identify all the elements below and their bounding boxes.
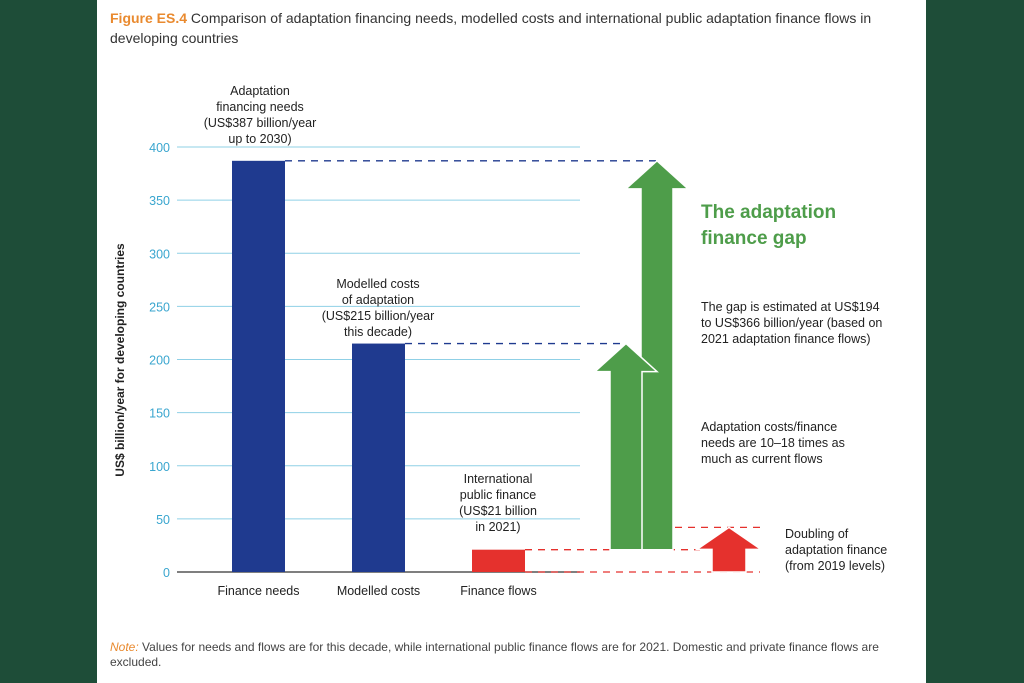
annotation-line: (from 2019 levels) [785, 559, 886, 573]
annotation-line: Modelled costs [336, 277, 420, 291]
doubling-text: Doubling of adaptation finance (from 2019 … [785, 526, 887, 574]
annotation-line: up to 2030) [228, 132, 292, 146]
annotation-line: financing needs [216, 100, 304, 114]
annotation-line: adaptation finance [785, 543, 888, 557]
bar-modelled-costs [352, 343, 405, 572]
figure-title: Figure ES.4 Comparison of adaptation fin… [110, 8, 910, 48]
annotation-line: finance gap [701, 228, 807, 249]
annotation-line: 2021 adaptation finance flows) [701, 332, 871, 346]
annotation-line: much as current flows [701, 452, 823, 466]
annotation-line: to US$366 billion/year (based on [701, 316, 883, 330]
annotation-line: International [463, 472, 533, 486]
x-tick-label: Finance flows [460, 584, 536, 598]
y-tick-label: 150 [149, 407, 170, 421]
annotation-line: The gap is estimated at US$194 [701, 300, 880, 314]
figure-title-text: Comparison of adaptation financing needs… [110, 10, 872, 46]
gap-estimate-text: The gap is estimated at US$194 to US$366 … [701, 299, 882, 347]
bar-label-finance-flows: International public finance (US$21 billio… [433, 471, 563, 535]
annotation-line: The adaptation [701, 202, 837, 223]
annotation-line: (US$215 billion/year [321, 309, 435, 323]
gap-arrow-costs [593, 342, 659, 551]
bar-label-modelled-costs: Modelled costs of adaptation (US$215 billi… [313, 276, 443, 340]
bar-finance-flows [472, 549, 525, 572]
annotation-line: Doubling of [785, 527, 849, 541]
ratio-text: Adaptation costs/finance needs are 10–18 … [701, 419, 845, 467]
annotation-line: (US$387 billion/year [203, 116, 317, 130]
x-tick-label: Finance needs [217, 584, 299, 598]
y-tick-label: 400 [149, 141, 170, 155]
y-tick-label: 300 [149, 247, 170, 261]
note-label: Note: [110, 640, 139, 654]
gap-title: The adaptation finance gap [701, 200, 836, 252]
doubling-arrow [694, 526, 764, 573]
y-tick-label: 350 [149, 194, 170, 208]
bar-label-finance-needs: Adaptation financing needs (US$387 billion… [195, 83, 325, 147]
annotation-line: this decade) [343, 325, 413, 339]
y-tick-label: 50 [156, 513, 170, 527]
bar-finance-needs [232, 160, 285, 572]
note-text: Values for needs and flows are for this … [110, 640, 879, 669]
annotation-line: Adaptation [230, 84, 290, 98]
y-tick-label: 200 [149, 354, 170, 368]
annotation-line: Adaptation costs/finance [701, 420, 838, 434]
x-tick-label: Modelled costs [337, 584, 420, 598]
y-tick-label: 100 [149, 460, 170, 474]
y-tick-label: 250 [149, 300, 170, 314]
annotation-line: public finance [459, 488, 537, 502]
annotation-line: in 2021) [475, 520, 521, 534]
y-tick-label: 0 [163, 566, 170, 580]
figure-label: Figure ES.4 [110, 10, 188, 26]
annotation-line: of adaptation [341, 293, 415, 307]
figure-note: Note: Values for needs and flows are for… [110, 640, 910, 670]
y-axis-label: US$ billion/year for developing countrie… [113, 243, 127, 477]
annotation-line: needs are 10–18 times as [701, 436, 845, 450]
annotation-line: (US$21 billion [459, 504, 537, 518]
